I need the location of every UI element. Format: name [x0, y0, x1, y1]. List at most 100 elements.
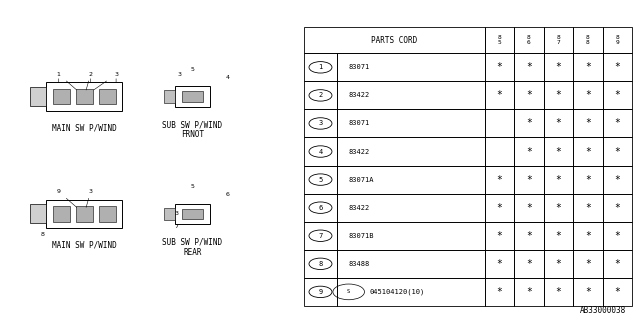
Text: *: * [614, 287, 620, 297]
Bar [304, 194, 337, 222]
Text: *: * [585, 259, 591, 269]
Bar [304, 250, 337, 278]
Text: 7: 7 [175, 224, 179, 229]
Text: *: * [526, 90, 532, 100]
Text: 83071: 83071 [349, 120, 370, 126]
Text: 9: 9 [57, 189, 61, 194]
Bar [337, 109, 484, 138]
Text: FRNOT: FRNOT [181, 131, 204, 140]
Text: S: S [347, 289, 350, 294]
Text: *: * [497, 62, 502, 72]
Bar [484, 27, 514, 53]
Text: *: * [614, 175, 620, 185]
Bar [484, 194, 514, 222]
Text: 2: 2 [318, 92, 323, 98]
Text: *: * [526, 118, 532, 128]
Text: *: * [614, 203, 620, 213]
Text: 83488: 83488 [349, 261, 370, 267]
Bar [603, 109, 632, 138]
Bar [304, 81, 337, 109]
Bar [514, 81, 543, 109]
Text: 5: 5 [318, 177, 323, 183]
Bar [304, 222, 337, 250]
Text: *: * [585, 147, 591, 156]
Bar [543, 278, 573, 306]
Bar [76, 206, 93, 222]
Bar [573, 165, 603, 194]
Text: *: * [614, 259, 620, 269]
Bar [603, 250, 632, 278]
Bar [337, 222, 484, 250]
Text: 83071B: 83071B [349, 233, 374, 239]
Text: 8
6: 8 6 [527, 35, 531, 45]
Text: *: * [497, 90, 502, 100]
Bar [304, 53, 337, 81]
Text: REAR: REAR [183, 248, 202, 257]
Text: *: * [614, 62, 620, 72]
Text: AB33000038: AB33000038 [580, 307, 626, 316]
Bar [484, 250, 514, 278]
Bar [337, 53, 484, 81]
Text: *: * [526, 231, 532, 241]
Bar [543, 222, 573, 250]
Bar [182, 92, 203, 102]
Text: 5: 5 [191, 184, 195, 189]
Bar [543, 53, 573, 81]
Text: 2: 2 [88, 72, 93, 77]
Bar [53, 89, 70, 104]
Text: 83422: 83422 [349, 92, 370, 98]
Text: 3: 3 [114, 72, 118, 77]
Text: 8
7: 8 7 [557, 35, 560, 45]
Bar [573, 53, 603, 81]
Bar [603, 138, 632, 165]
Bar [175, 86, 210, 107]
Bar [337, 81, 484, 109]
Text: 8: 8 [41, 232, 45, 237]
Bar [514, 278, 543, 306]
Bar [337, 194, 484, 222]
Bar [514, 109, 543, 138]
Text: *: * [585, 62, 591, 72]
Text: *: * [497, 259, 502, 269]
Text: 4: 4 [318, 148, 323, 155]
Bar [484, 81, 514, 109]
Bar [99, 89, 116, 104]
Text: 6: 6 [318, 205, 323, 211]
Bar [603, 53, 632, 81]
Bar [514, 194, 543, 222]
Text: *: * [556, 147, 561, 156]
Text: 83422: 83422 [349, 205, 370, 211]
Text: 8
8: 8 8 [586, 35, 590, 45]
Text: 83422: 83422 [349, 148, 370, 155]
Text: SUB SW P/WIND: SUB SW P/WIND [163, 120, 223, 129]
Bar [484, 222, 514, 250]
Text: *: * [497, 287, 502, 297]
Bar [573, 250, 603, 278]
Bar [337, 165, 484, 194]
Text: *: * [585, 118, 591, 128]
Text: *: * [585, 203, 591, 213]
Bar [573, 138, 603, 165]
Text: 5: 5 [191, 67, 195, 72]
Text: *: * [556, 259, 561, 269]
Text: *: * [526, 147, 532, 156]
Text: *: * [556, 118, 561, 128]
Bar [543, 165, 573, 194]
Bar [514, 27, 543, 53]
Text: 1: 1 [318, 64, 323, 70]
Text: 8
5: 8 5 [497, 35, 501, 45]
Text: *: * [585, 231, 591, 241]
Text: *: * [526, 287, 532, 297]
Bar [46, 200, 122, 228]
Bar [573, 27, 603, 53]
Text: 9: 9 [318, 289, 323, 295]
Text: 6: 6 [226, 192, 230, 197]
Bar [543, 194, 573, 222]
Text: *: * [556, 287, 561, 297]
Bar [304, 138, 337, 165]
Text: *: * [497, 231, 502, 241]
Text: 3: 3 [318, 120, 323, 126]
Bar [99, 206, 116, 222]
Text: PARTS CORD: PARTS CORD [371, 36, 417, 44]
Text: *: * [526, 259, 532, 269]
